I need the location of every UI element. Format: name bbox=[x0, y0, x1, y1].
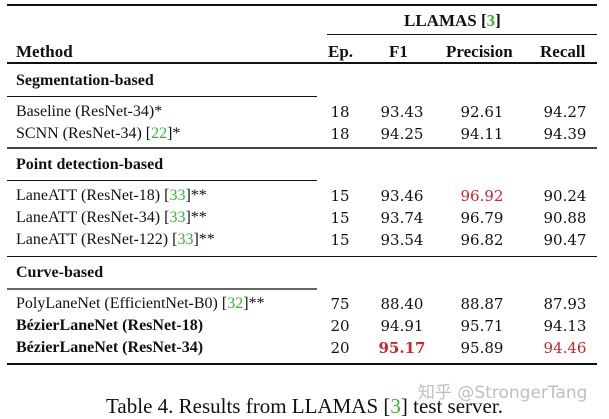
section-title-segmentation: Segmentation-based bbox=[16, 72, 154, 89]
recall-cell: 94.39 bbox=[543, 125, 587, 143]
method-name: SCNN (ResNet-34) bbox=[16, 125, 142, 142]
method-suffix: ** bbox=[248, 295, 265, 312]
citation-link[interactable]: 33 bbox=[177, 231, 194, 248]
top-rule bbox=[7, 4, 597, 6]
section-1-underline bbox=[7, 96, 317, 97]
recall-cell: 90.47 bbox=[543, 231, 587, 249]
method-name: BézierLaneNet (ResNet-18) bbox=[16, 317, 204, 334]
method-cell: LaneATT (ResNet-34) [33]** bbox=[16, 209, 207, 226]
f1-cell: 93.46 bbox=[380, 187, 424, 205]
section-1-end-rule bbox=[7, 147, 597, 149]
watermark: 知乎 @StrongerTang bbox=[418, 383, 588, 403]
method-name: Baseline (ResNet-34) bbox=[16, 103, 155, 120]
method-name: LaneATT (ResNet-18) bbox=[16, 187, 161, 204]
recall-cell: 94.27 bbox=[543, 103, 587, 121]
ep-cell: 15 bbox=[330, 187, 350, 205]
precision-cell: 88.87 bbox=[460, 295, 504, 313]
recall-cell: 94.13 bbox=[543, 317, 587, 335]
method-cell: BézierLaneNet (ResNet-34) bbox=[16, 340, 203, 356]
method-suffix: ** bbox=[190, 209, 207, 226]
citation-link[interactable]: 33 bbox=[169, 209, 186, 226]
table-caption: Table 4. Results from LLAMAS [3] test se… bbox=[0, 394, 609, 419]
f1-cell: 93.43 bbox=[380, 103, 424, 121]
citation-link[interactable]: 22 bbox=[151, 125, 168, 142]
f1-cell: 93.54 bbox=[380, 231, 424, 249]
method-suffix: ** bbox=[190, 187, 207, 204]
recall-cell: 87.93 bbox=[543, 295, 587, 313]
citation-link[interactable]: 33 bbox=[169, 187, 186, 204]
f1-cell: 93.74 bbox=[380, 209, 424, 227]
method-cell: PolyLaneNet (EfficientNet-B0) [32]** bbox=[16, 295, 265, 312]
group-header-label: LLAMAS bbox=[404, 11, 477, 30]
ep-cell: 18 bbox=[330, 125, 350, 143]
ep-cell: 18 bbox=[330, 103, 350, 121]
citation-link[interactable]: 3 bbox=[486, 11, 496, 30]
method-cell: LaneATT (ResNet-18) [33]** bbox=[16, 187, 207, 204]
column-header-precision: Precision bbox=[446, 42, 513, 61]
citation-link[interactable]: 3 bbox=[390, 394, 401, 418]
column-header-ep: Ep. bbox=[328, 42, 354, 61]
section-3-underline bbox=[7, 288, 317, 290]
section-title-point-detection: Point detection-based bbox=[16, 156, 164, 173]
f1-cell-best: 95.17 bbox=[378, 339, 426, 357]
bottom-rule bbox=[7, 363, 597, 365]
method-suffix: ** bbox=[198, 231, 215, 248]
precision-cell: 92.61 bbox=[460, 103, 504, 121]
caption-prefix: Table 4. Results from LLAMAS [ bbox=[106, 394, 391, 418]
precision-cell: 96.82 bbox=[460, 231, 504, 249]
header-rule bbox=[7, 62, 597, 64]
method-name: LaneATT (ResNet-122) bbox=[16, 231, 169, 248]
f1-cell: 88.40 bbox=[380, 295, 424, 313]
column-header-method: Method bbox=[16, 42, 73, 61]
method-cell: LaneATT (ResNet-122) [33]** bbox=[16, 231, 215, 248]
precision-cell: 94.11 bbox=[460, 125, 504, 143]
ep-cell: 15 bbox=[330, 209, 350, 227]
method-suffix: * bbox=[172, 125, 181, 142]
method-cell: BézierLaneNet (ResNet-18) bbox=[16, 318, 203, 334]
ep-cell: 75 bbox=[330, 295, 350, 313]
method-name: LaneATT (ResNet-34) bbox=[16, 209, 161, 226]
section-title-curve: Curve-based bbox=[16, 264, 104, 281]
section-2-underline bbox=[7, 180, 317, 181]
method-cell: SCNN (ResNet-34) [22]* bbox=[16, 125, 181, 142]
column-header-f1: F1 bbox=[389, 42, 408, 61]
column-header-recall: Recall bbox=[540, 42, 586, 61]
recall-cell: 90.24 bbox=[543, 187, 587, 205]
group-header-underline bbox=[327, 34, 597, 35]
method-name: BézierLaneNet (ResNet-34) bbox=[16, 339, 204, 356]
method-suffix: * bbox=[154, 103, 163, 120]
method-name: PolyLaneNet (EfficientNet-B0) bbox=[16, 295, 218, 312]
caption-suffix: ] test server. bbox=[400, 394, 503, 418]
f1-cell: 94.91 bbox=[380, 317, 424, 335]
precision-cell: 96.79 bbox=[460, 209, 504, 227]
ep-cell: 20 bbox=[330, 317, 350, 335]
f1-cell: 94.25 bbox=[380, 125, 424, 143]
ep-cell: 20 bbox=[330, 339, 350, 357]
recall-cell: 90.88 bbox=[543, 209, 587, 227]
recall-cell-best: 94.46 bbox=[543, 339, 587, 357]
section-2-end-rule bbox=[7, 256, 597, 257]
precision-cell: 95.71 bbox=[460, 317, 504, 335]
group-header-llamas: LLAMAS [3] bbox=[404, 11, 501, 30]
citation-link[interactable]: 32 bbox=[227, 295, 244, 312]
ep-cell: 15 bbox=[330, 231, 350, 249]
precision-cell-best: 96.92 bbox=[460, 187, 504, 205]
method-cell: Baseline (ResNet-34)* bbox=[16, 104, 162, 120]
precision-cell: 95.89 bbox=[460, 339, 504, 357]
